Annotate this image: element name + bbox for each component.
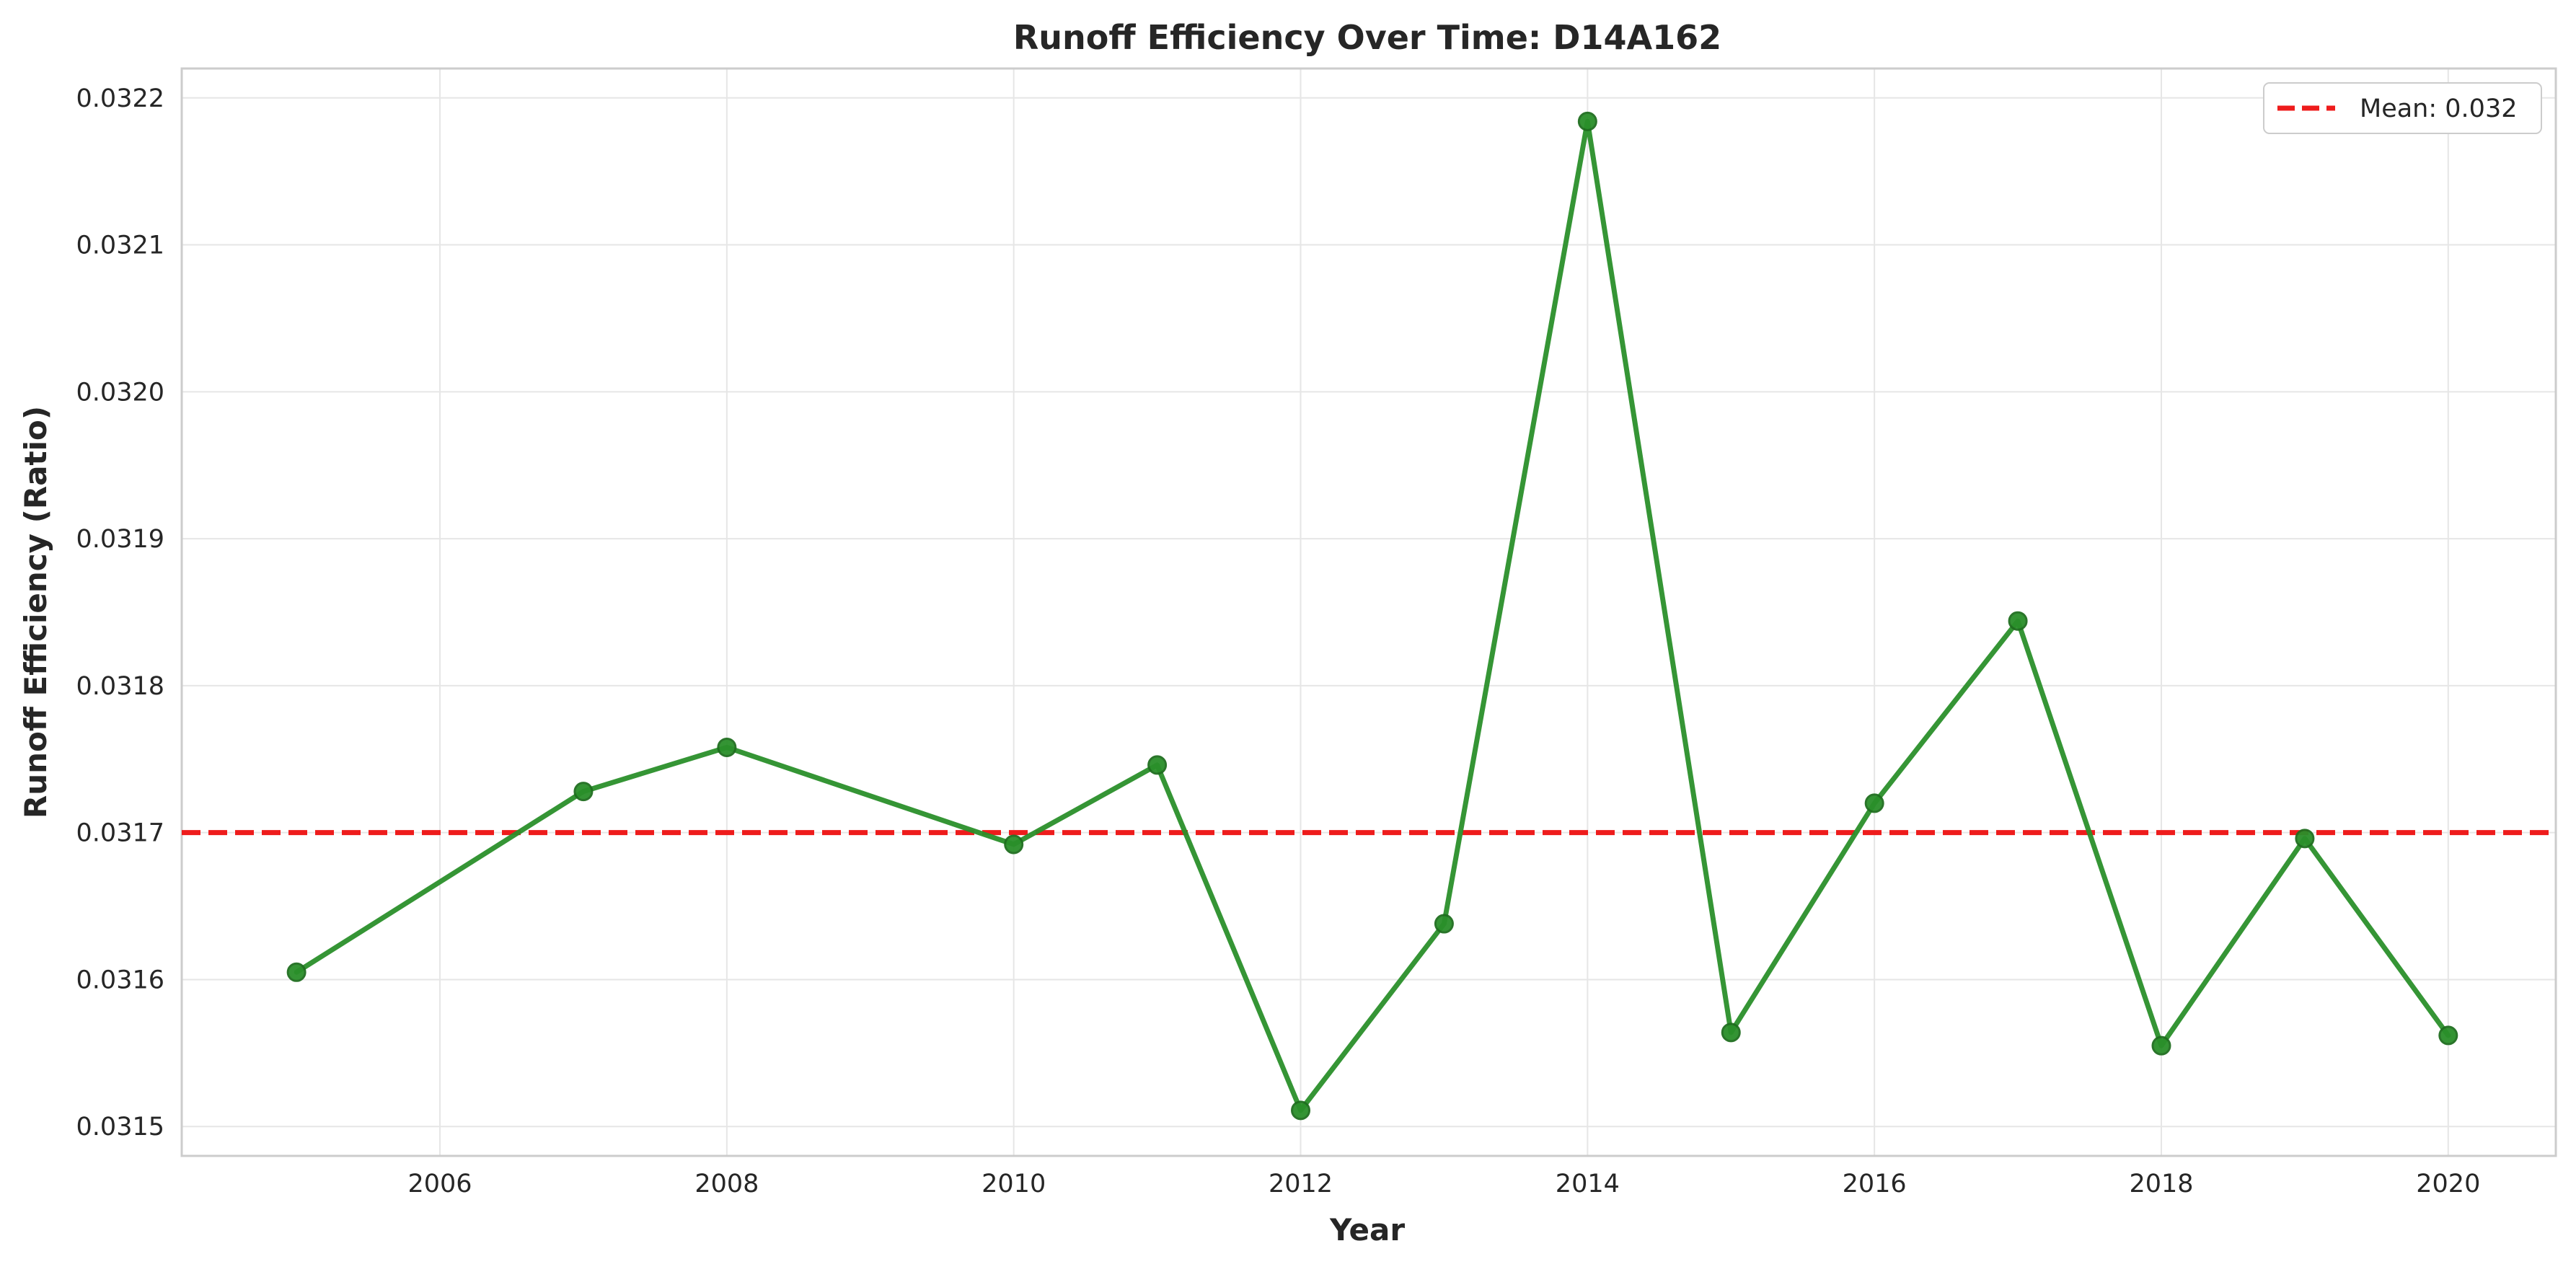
x-axis-label: Year — [1329, 1212, 1405, 1247]
data-point — [2295, 829, 2315, 849]
x-tick-label: 2008 — [694, 1170, 759, 1198]
x-axis-ticks: 2006 2008 2010 2012 2014 2016 2018 2020 — [408, 1170, 2481, 1198]
legend-box — [2263, 82, 2542, 134]
data-point — [2151, 1035, 2171, 1056]
data-point — [2438, 1025, 2458, 1046]
data-point — [1721, 1023, 1741, 1043]
x-tick-label: 2006 — [408, 1170, 472, 1198]
data-point — [2008, 611, 2028, 631]
y-tick-label: 0.0319 — [76, 525, 164, 554]
y-tick-label: 0.0318 — [76, 672, 164, 701]
data-point — [717, 737, 737, 757]
y-tick-label: 0.0316 — [76, 966, 164, 994]
data-point — [573, 782, 594, 802]
data-point — [1434, 914, 1454, 934]
y-tick-label: 0.0317 — [76, 819, 164, 848]
data-point — [1147, 755, 1168, 775]
data-point — [1864, 793, 1884, 813]
x-tick-label: 2016 — [1843, 1170, 1907, 1198]
x-tick-label: 2014 — [1556, 1170, 1620, 1198]
data-point — [1291, 1100, 1311, 1121]
y-axis-ticks: 0.0315 0.0316 0.0317 0.0318 0.0319 0.0320 0.03… — [76, 84, 164, 1141]
y-tick-label: 0.0321 — [76, 231, 164, 260]
data-point — [286, 962, 306, 982]
grid-lines — [182, 69, 2556, 1156]
plot-frame — [180, 67, 2557, 1157]
data-point — [1577, 111, 1597, 131]
x-tick-label: 2010 — [982, 1170, 1046, 1198]
chart-title: Runoff Efficiency Over Time: D14A162 — [1013, 18, 1721, 57]
x-tick-label: 2012 — [1269, 1170, 1333, 1198]
series-line — [294, 118, 2451, 1113]
y-tick-label: 0.0315 — [76, 1113, 164, 1141]
legend-label-mean: Mean: 0.032 — [2360, 94, 2517, 123]
legend: Mean: 0.032 — [2263, 82, 2542, 134]
x-tick-label: 2018 — [2129, 1170, 2193, 1198]
x-tick-label: 2020 — [2416, 1170, 2480, 1198]
y-tick-label: 0.0320 — [76, 378, 164, 407]
data-point — [1004, 834, 1024, 854]
y-tick-label: 0.0322 — [76, 84, 164, 113]
y-axis-label: Runoff Efficiency (Ratio) — [18, 406, 53, 818]
data-series — [286, 111, 2458, 1121]
